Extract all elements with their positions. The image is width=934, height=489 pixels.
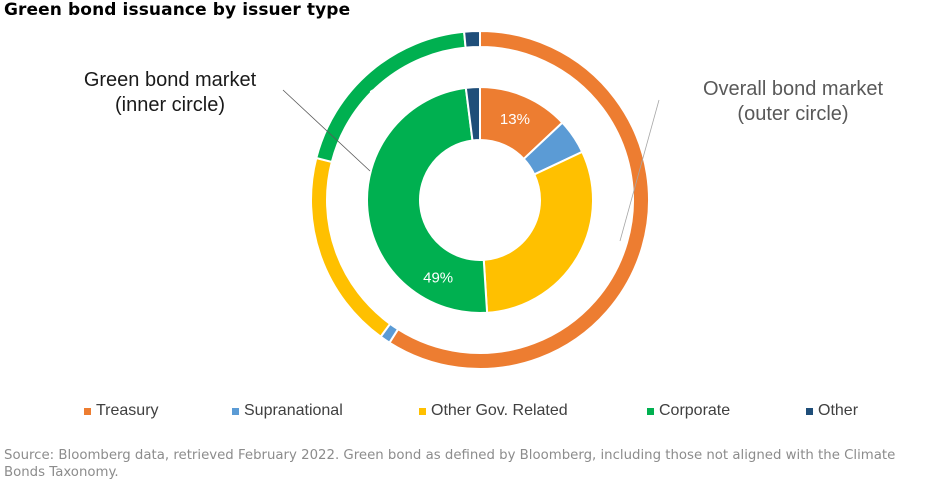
legend-item-treasury: Treasury: [84, 402, 159, 420]
value-labels: 13% 49% 59% 19,5%: [368, 64, 546, 286]
outer-annotation-subtitle: (outer circle): [737, 103, 849, 125]
legend-swatch-corporate: [647, 407, 654, 415]
inner-ring-slice-corporate: [366, 86, 489, 314]
inner-ring-slice-other-gov-related: [482, 150, 594, 314]
legend-item-corporate: Corporate: [647, 402, 730, 420]
legend-item-other: Other: [806, 402, 858, 420]
outer-ring-slice-other: [463, 29, 481, 49]
inner-ring: [366, 85, 594, 314]
nested-donut-chart: 13% 49% 59% 19,5%: [282, 29, 660, 370]
inner-annotation-title: Green bond market: [83, 69, 257, 91]
legend-swatch-supranational: [232, 407, 239, 415]
outer-ring-label-treasury: 59%: [517, 64, 547, 81]
chart-legend: Treasury Supranational Other Gov. Relate…: [0, 400, 934, 424]
legend-label-corporate: Corporate: [659, 402, 731, 419]
legend-item-other-gov-related: Other Gov. Related: [419, 402, 568, 420]
inner-annotation-leader-line: [282, 89, 371, 172]
inner-ring-slice-other: [464, 85, 481, 142]
outer-ring-slice-treasury: [388, 29, 650, 370]
legend-label-supranational: Supranational: [244, 402, 343, 419]
legend-swatch-other: [806, 407, 813, 415]
legend-label-other-gov-related: Other Gov. Related: [431, 402, 568, 419]
outer-circle-annotation: Overall bond market (outer circle): [686, 77, 900, 127]
source-note: Source: Bloomberg data, retrieved Februa…: [4, 448, 896, 480]
outer-annotation-leader-line: [619, 99, 660, 242]
legend-label-other: Other: [818, 402, 859, 419]
outer-annotation-title: Overall bond market: [702, 78, 884, 100]
legend-label-treasury: Treasury: [96, 402, 159, 419]
legend-item-supranational: Supranational: [232, 402, 343, 420]
legend-swatch-other-gov-related: [419, 407, 426, 415]
inner-ring-label-corporate: 49%: [423, 269, 453, 286]
chart-title: Green bond issuance by issuer type: [4, 0, 351, 20]
inner-annotation-subtitle: (inner circle): [114, 94, 226, 116]
inner-ring-label-treasury: 13%: [500, 111, 530, 128]
inner-circle-annotation: Green bond market (inner circle): [64, 68, 276, 118]
legend-swatch-treasury: [84, 407, 91, 415]
outer-ring-label-corporate: 19,5%: [368, 86, 411, 103]
outer-ring: [309, 29, 650, 370]
